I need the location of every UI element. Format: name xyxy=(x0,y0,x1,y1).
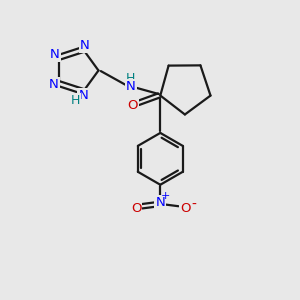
Text: +: + xyxy=(160,190,170,201)
Text: N: N xyxy=(80,39,90,52)
Text: H: H xyxy=(70,94,80,107)
Text: O: O xyxy=(128,99,138,112)
Text: O: O xyxy=(180,202,190,215)
Text: N: N xyxy=(50,48,60,61)
Text: N: N xyxy=(126,80,136,93)
Text: N: N xyxy=(155,196,165,209)
Text: -: - xyxy=(191,197,196,212)
Text: N: N xyxy=(78,89,88,102)
Text: N: N xyxy=(49,79,59,92)
Text: O: O xyxy=(131,202,141,215)
Text: H: H xyxy=(126,72,136,85)
